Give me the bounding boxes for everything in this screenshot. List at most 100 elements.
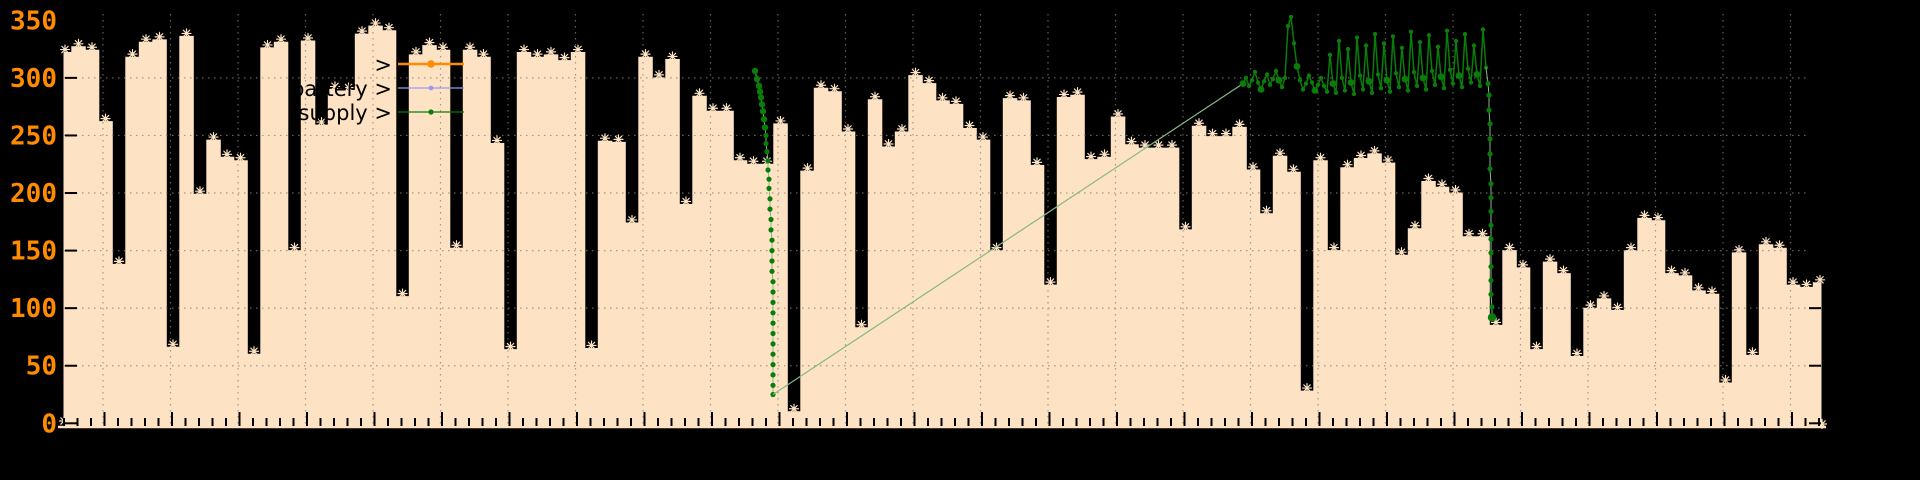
supply-dot (770, 279, 776, 285)
star-marker (1301, 382, 1313, 394)
supply-cluster-dot (1249, 78, 1255, 83)
supply-cluster-dot (1426, 33, 1432, 38)
supply-cluster-dot (1297, 78, 1303, 83)
supply-connector-line (772, 83, 1244, 396)
star-marker (343, 82, 354, 93)
supply-dot (765, 158, 771, 164)
supply-cluster-dot (1435, 44, 1441, 49)
supply-dot (770, 330, 776, 337)
star-marker (1585, 300, 1596, 311)
supply-cluster-dot (1315, 82, 1321, 88)
star-marker (1247, 161, 1259, 173)
star-marker (437, 42, 449, 53)
supply-cluster-dot (1453, 38, 1459, 44)
supply-dot (770, 362, 776, 368)
supply-cluster-dot (1363, 43, 1369, 48)
star-marker (1571, 348, 1583, 359)
star-marker (1679, 267, 1691, 279)
supply-dot (1487, 121, 1493, 127)
supply-cluster-dot (1282, 75, 1288, 81)
star-marker (235, 152, 246, 163)
supply-cluster-dot (1450, 81, 1456, 86)
star-marker (1085, 151, 1097, 162)
supply-dot (760, 116, 768, 123)
star-marker (1369, 145, 1380, 156)
supply-cluster-dot (1411, 69, 1417, 75)
star-marker (1328, 242, 1340, 253)
star-marker (788, 403, 800, 414)
star-marker (1139, 140, 1151, 151)
supply-dot (768, 216, 774, 223)
star-marker (505, 341, 516, 352)
supply-dot (770, 310, 776, 316)
supply-dot (769, 248, 775, 254)
supply-cluster-dot (1390, 34, 1396, 39)
star-marker (1463, 228, 1475, 239)
supply-cluster-dot (1285, 23, 1291, 29)
star-marker (1625, 242, 1637, 253)
supply-dot (756, 88, 764, 95)
area-point-stars (58, 17, 1828, 430)
star-marker (1706, 286, 1718, 297)
star-marker (424, 37, 435, 48)
star-marker (1031, 157, 1043, 168)
supply-cluster-dot (1279, 84, 1285, 90)
star-marker (1153, 140, 1164, 151)
supply-cluster-dot (1393, 71, 1399, 76)
star-marker (829, 83, 840, 94)
star-marker (883, 138, 894, 150)
area-fill (63, 25, 1822, 428)
supply-dot (770, 289, 776, 295)
supply-cluster-dot (1321, 83, 1327, 89)
supply-cluster-dot (1267, 82, 1273, 88)
star-marker (667, 51, 678, 62)
supply-cluster-dot (1441, 86, 1447, 91)
star-marker (680, 196, 692, 207)
star-marker (1612, 302, 1623, 313)
star-marker (316, 116, 327, 128)
supply-dot (1488, 264, 1494, 270)
supply-cluster-dot (1365, 77, 1373, 85)
supply-cluster-dot (1444, 28, 1450, 33)
star-marker (1450, 184, 1461, 196)
star-marker (775, 115, 786, 127)
supply-dot (763, 132, 769, 138)
star-marker (1598, 290, 1610, 302)
star-marker (1639, 210, 1650, 221)
supply-cluster-dot (1471, 43, 1477, 48)
star-marker (154, 31, 165, 42)
y-axis-tick-label: 250 (10, 121, 57, 151)
supply-cluster-dot (1303, 81, 1309, 86)
supply-series (751, 14, 1497, 398)
supply-dot (764, 149, 770, 155)
star-marker (1193, 118, 1205, 129)
star-marker (397, 288, 408, 299)
star-marker (167, 339, 179, 350)
legend-label: supply > (299, 101, 392, 125)
star-marker (518, 44, 530, 55)
supply-dot (1487, 136, 1493, 142)
star-marker (937, 92, 948, 104)
star-marker (1099, 149, 1110, 160)
supply-cluster-dot (1462, 31, 1468, 37)
star-marker (572, 44, 584, 55)
star-marker (721, 103, 732, 114)
star-marker (464, 42, 476, 53)
star-marker (1747, 347, 1758, 358)
supply-cluster-dot (1383, 76, 1391, 84)
supply-cluster-dot (1468, 80, 1474, 85)
legend-sample-dot (428, 85, 434, 91)
supply-cluster-dot (1429, 68, 1435, 74)
y-axis-tick-label: 350 (10, 6, 57, 36)
grid (64, 14, 1821, 426)
star-marker (707, 103, 719, 114)
supply-dot (761, 124, 769, 131)
star-marker (1558, 265, 1569, 276)
supply-dot (770, 299, 776, 305)
star-marker (923, 75, 935, 86)
supply-cluster-dot (1378, 86, 1384, 91)
supply-dot (769, 268, 775, 274)
star-marker (221, 149, 233, 160)
supply-cluster-dot (1405, 88, 1411, 93)
star-marker (1504, 242, 1515, 253)
